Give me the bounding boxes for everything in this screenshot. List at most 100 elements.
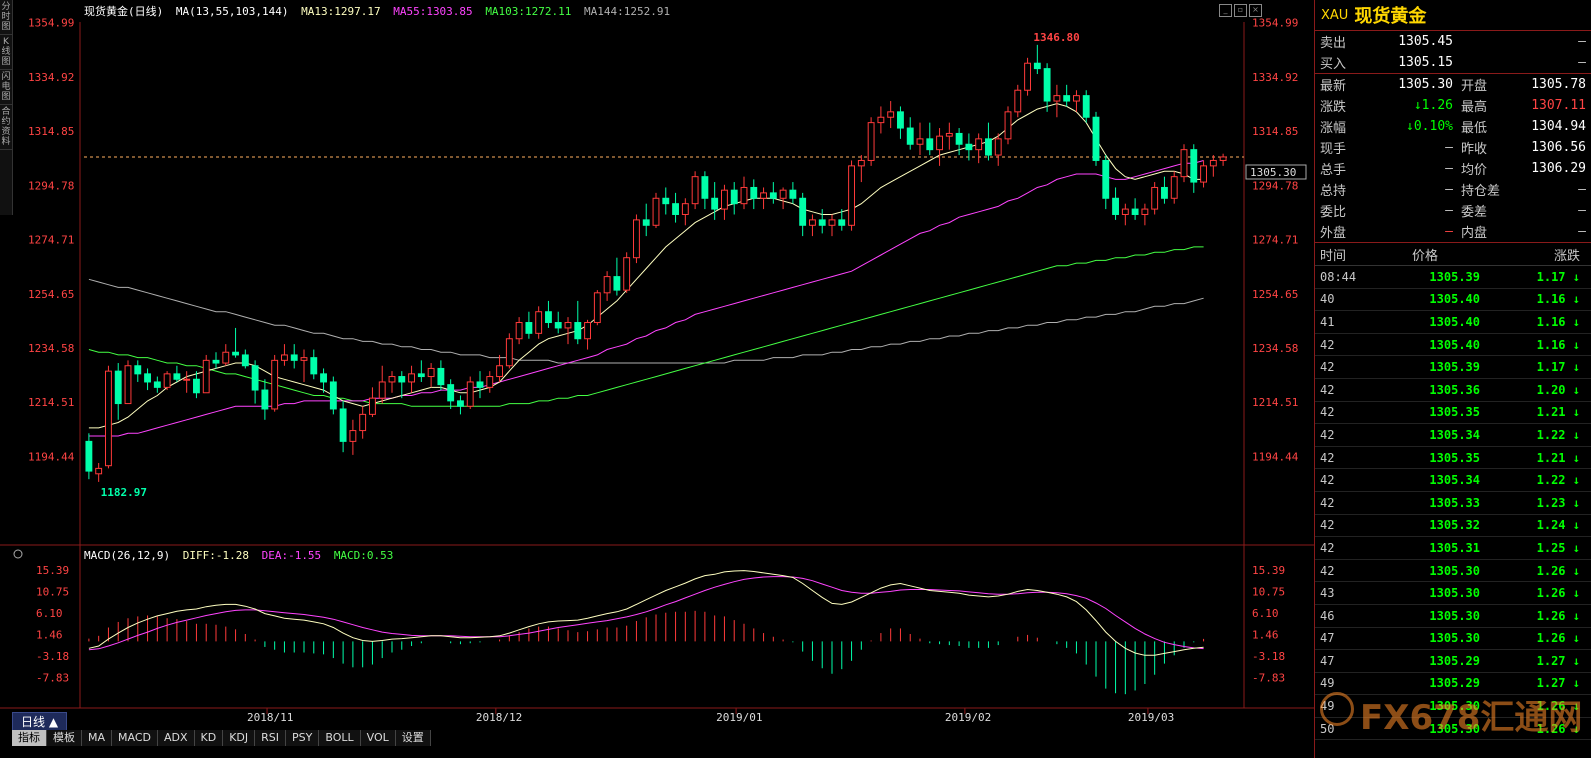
indicator-tab[interactable]: 模板 [47, 730, 82, 746]
candle-body [1209, 159, 1217, 167]
candle-body [222, 351, 230, 364]
macd-tick-right: -7.83 [1252, 672, 1285, 685]
tick-time: 42 [1320, 382, 1335, 397]
candle-body [701, 176, 709, 199]
quote-value-2: 1305.78 [1531, 77, 1586, 92]
price-tick-right: 1354.99 [1252, 17, 1298, 30]
candle-body [857, 159, 865, 167]
candle-body [1180, 149, 1188, 178]
close-icon[interactable]: × [1249, 4, 1262, 17]
indicator-tab[interactable]: BOLL [319, 730, 361, 746]
tab-intraday[interactable]: 分时图 [0, 0, 12, 35]
rows-row: 卖出 1305.45 – [1315, 31, 1591, 52]
tick-change: 1.27 ↓ [1536, 676, 1580, 691]
tick-change: 1.26 ↓ [1536, 699, 1580, 714]
time-tick-label: 2018/12 [476, 711, 522, 724]
candle-body [623, 257, 631, 291]
tab-kline[interactable]: K线图 [0, 35, 12, 70]
indicator-tab[interactable]: PSY [286, 730, 320, 746]
tick-time: 46 [1320, 608, 1335, 623]
candle-body [535, 311, 543, 334]
down-arrow-icon: ↓ [1572, 676, 1580, 691]
candle-body [114, 370, 122, 405]
indicator-tab[interactable]: RSI [255, 730, 287, 746]
tick-price: 1305.39 [1429, 360, 1480, 375]
candle-body [838, 219, 846, 226]
tick-time: 42 [1320, 360, 1335, 375]
tick-row: 46 1305.30 1.26 ↓ [1315, 605, 1591, 628]
down-arrow-icon: ↓ [1572, 653, 1580, 668]
tick-time: 08:44 [1320, 269, 1357, 284]
candle-body [1121, 208, 1129, 215]
time-tick-label: 2019/02 [945, 711, 991, 724]
candle-body [818, 219, 826, 226]
macd-settings-icon[interactable] [13, 549, 23, 559]
indicator-tab[interactable]: MACD [112, 730, 158, 746]
macd-tick-right: 6.10 [1252, 607, 1279, 620]
ma-params: MA(13,55,103,144) [176, 5, 289, 18]
down-arrow-icon: ↓ [1572, 427, 1580, 442]
candle-body [466, 381, 474, 407]
svg-text:现货黄金(日线) MA(13,55,103,144): 现货黄金(日线) MA(13,55,103,144) MA13:1297.17 … [84, 4, 670, 18]
quote-value-2: 1307.11 [1531, 98, 1586, 113]
tick-price: 1305.34 [1429, 473, 1480, 488]
price-tick-right: 1314.85 [1252, 125, 1298, 138]
rows2-row: 现手 – 昨收 1306.56 [1315, 137, 1591, 158]
candle-body [554, 322, 562, 329]
quote-label-2: 昨收 [1461, 142, 1488, 157]
candle-body [1141, 208, 1149, 215]
tick-row: 42 1305.34 1.22 ↓ [1315, 469, 1591, 492]
candle-body [1219, 156, 1227, 161]
candle-body [691, 176, 699, 205]
quote-value: 1305.15 [1398, 55, 1453, 70]
period-selector[interactable]: 日线 ▲ [12, 712, 68, 732]
indicator-tab[interactable]: KDJ [223, 730, 256, 746]
tick-row: 42 1305.32 1.24 ↓ [1315, 515, 1591, 538]
diff-line [88, 570, 1204, 656]
restore-icon[interactable]: ▫ [1234, 4, 1247, 17]
tick-time: 42 [1320, 405, 1335, 420]
indicator-tab[interactable]: 设置 [395, 730, 431, 746]
macd-tick-left: -7.83 [36, 672, 69, 685]
indicator-tab[interactable]: MA [82, 730, 113, 746]
candle-body [163, 373, 171, 388]
price-tick-right: 1234.58 [1252, 342, 1298, 355]
candle-body [994, 138, 1002, 156]
candle-body [251, 365, 259, 391]
tick-change: 1.16 ↓ [1536, 314, 1580, 329]
rows2-row: 总手 – 均价 1306.29 [1315, 158, 1591, 179]
candle-body [1004, 111, 1012, 140]
indicator-tab[interactable]: KD [194, 730, 224, 746]
indicator-tab[interactable]: 指标 [12, 730, 47, 746]
candle-body [505, 338, 513, 367]
indicator-tab[interactable]: ADX [158, 730, 195, 746]
down-arrow-icon: ↓ [1572, 382, 1580, 397]
ma144-line [88, 278, 1204, 364]
candle-body [261, 389, 269, 410]
tab-contract-info[interactable]: 合约资料 [0, 105, 12, 150]
indicator-tab[interactable]: VOL [360, 730, 396, 746]
down-arrow-icon: ↓ [1572, 450, 1580, 465]
down-arrow-icon: ↓ [1572, 269, 1580, 284]
symbol-code: XAU [1321, 7, 1349, 23]
tab-flash[interactable]: 闪电图 [0, 70, 12, 105]
candle-body [525, 322, 533, 334]
candle-body [965, 143, 973, 151]
candle-body [1161, 186, 1168, 199]
tick-row: 42 1305.40 1.16 ↓ [1315, 334, 1591, 357]
candle-body [427, 367, 435, 378]
macd-tick-right: -3.18 [1252, 650, 1285, 663]
quote-label: 总手 [1320, 163, 1347, 178]
tick-list[interactable]: 08:44 1305.39 1.17 ↓ 40 1305.40 1.16 ↓ 41 1305.… [1315, 266, 1591, 741]
indicator-tabs: 指标 模板 MA MACD ADX KD KDJ RSI PSY BOLL VOL 设置 [12, 730, 431, 746]
quote-value-2: – [1578, 203, 1586, 218]
candle-body [613, 276, 621, 291]
kline-chart[interactable]: 1354.99 1354.99 1334.92 1334.92 1314.85 1314.… [0, 0, 1314, 728]
minimize-icon[interactable]: _ [1219, 4, 1232, 17]
tick-change: 1.24 ↓ [1536, 518, 1580, 533]
price-tick-right: 1334.92 [1252, 71, 1298, 84]
tick-price: 1305.33 [1429, 495, 1480, 510]
price-tick-left: 1194.44 [28, 450, 75, 463]
tick-price: 1305.30 [1429, 608, 1480, 623]
candle-body [1151, 186, 1159, 210]
